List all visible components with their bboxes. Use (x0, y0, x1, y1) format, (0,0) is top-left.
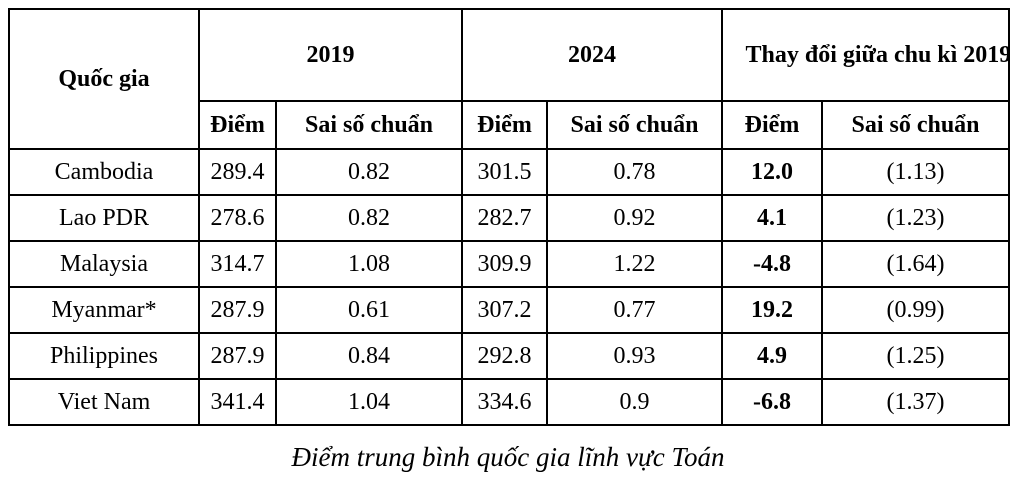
table-row: Philippines 287.9 0.84 292.8 0.93 4.9 (1… (8, 332, 1010, 380)
cell-change-score: 4.1 (721, 194, 823, 242)
cell-country: Philippines (8, 332, 200, 380)
cell-score-2024: 282.7 (461, 194, 548, 242)
cell-change-score: 19.2 (721, 286, 823, 334)
cell-country: Viet Nam (8, 378, 200, 426)
header-se-2024: Sai số chuẩn (546, 100, 723, 150)
table-row: Lao PDR 278.6 0.82 282.7 0.92 4.1 (1.23) (8, 194, 1010, 242)
cell-se-2024: 0.92 (546, 194, 723, 242)
cell-score-2024: 301.5 (461, 148, 548, 196)
cell-change-se: (1.25) (821, 332, 1010, 380)
cell-change-se: (1.37) (821, 378, 1010, 426)
results-table: Quốc gia 2019 2024 Thay đổi giữa chu kì … (8, 8, 1010, 426)
header-group-change-label: Thay đổi giữa chu kì 2019 và 2024 (745, 42, 1009, 68)
table-row: Cambodia 289.4 0.82 301.5 0.78 12.0 (1.1… (8, 148, 1010, 196)
cell-country: Myanmar* (8, 286, 200, 334)
cell-change-se: (1.13) (821, 148, 1010, 196)
table-row: Myanmar* 287.9 0.61 307.2 0.77 19.2 (0.9… (8, 286, 1010, 334)
header-group-2024: 2024 (461, 8, 723, 102)
cell-change-score: 12.0 (721, 148, 823, 196)
cell-se-2019: 0.82 (275, 194, 463, 242)
cell-country: Malaysia (8, 240, 200, 288)
cell-score-2019: 341.4 (198, 378, 277, 426)
cell-change-se: (1.64) (821, 240, 1010, 288)
cell-se-2019: 0.84 (275, 332, 463, 380)
header-group-change: Thay đổi giữa chu kì 2019 và 2024 (721, 8, 1010, 102)
cell-change-se: (0.99) (821, 286, 1010, 334)
cell-score-2019: 289.4 (198, 148, 277, 196)
cell-country: Cambodia (8, 148, 200, 196)
cell-se-2024: 0.77 (546, 286, 723, 334)
cell-score-2024: 292.8 (461, 332, 548, 380)
cell-score-2019: 314.7 (198, 240, 277, 288)
cell-se-2024: 0.93 (546, 332, 723, 380)
table-row: Viet Nam 341.4 1.04 334.6 0.9 -6.8 (1.37… (8, 378, 1010, 426)
cell-se-2019: 0.82 (275, 148, 463, 196)
header-score-change: Điểm (721, 100, 823, 150)
cell-change-score: 4.9 (721, 332, 823, 380)
table-row: Malaysia 314.7 1.08 309.9 1.22 -4.8 (1.6… (8, 240, 1010, 288)
header-group-row: Quốc gia 2019 2024 Thay đổi giữa chu kì … (8, 8, 1010, 150)
cell-score-2019: 287.9 (198, 286, 277, 334)
cell-se-2024: 1.22 (546, 240, 723, 288)
header-se-change: Sai số chuẩn (821, 100, 1010, 150)
cell-se-2024: 0.9 (546, 378, 723, 426)
cell-change-se: (1.23) (821, 194, 1010, 242)
cell-se-2019: 1.04 (275, 378, 463, 426)
header-sub-row: Điểm Sai số chuẩn Điểm Sai số chuẩn Điểm… (9, 100, 1010, 150)
header-group-2019: 2019 (198, 8, 463, 102)
cell-score-2024: 307.2 (461, 286, 548, 334)
cell-se-2019: 0.61 (275, 286, 463, 334)
table-caption: Điểm trung bình quốc gia lĩnh vực Toán (291, 442, 725, 472)
header-se-2019: Sai số chuẩn (275, 100, 463, 150)
cell-score-2019: 278.6 (198, 194, 277, 242)
cell-se-2019: 1.08 (275, 240, 463, 288)
cell-country: Lao PDR (8, 194, 200, 242)
cell-score-2024: 309.9 (461, 240, 548, 288)
cell-se-2024: 0.78 (546, 148, 723, 196)
cell-score-2024: 334.6 (461, 378, 548, 426)
header-score-2024: Điểm (461, 100, 548, 150)
header-country: Quốc gia (8, 8, 200, 150)
cell-change-score: -6.8 (721, 378, 823, 426)
cell-change-score: -4.8 (721, 240, 823, 288)
cell-score-2019: 287.9 (198, 332, 277, 380)
header-score-2019: Điểm (198, 100, 277, 150)
